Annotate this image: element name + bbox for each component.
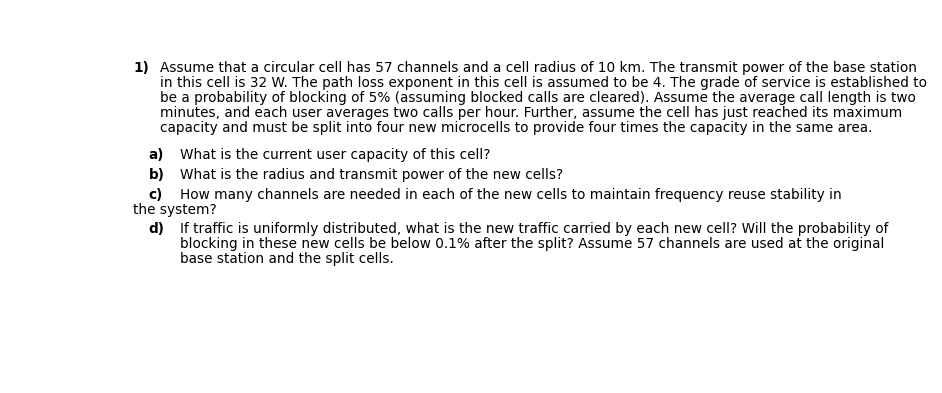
Text: in this cell is 32 W. The path loss exponent in this cell is assumed to be 4. Th: in this cell is 32 W. The path loss expo… [160, 76, 927, 90]
Text: Assume that a circular cell has 57 channels and a cell radius of 10 km. The tran: Assume that a circular cell has 57 chann… [160, 61, 918, 75]
Text: the system?: the system? [133, 203, 217, 217]
Text: If traffic is uniformly distributed, what is the new traffic carried by each new: If traffic is uniformly distributed, wha… [180, 222, 888, 236]
Text: capacity and must be split into four new microcells to provide four times the ca: capacity and must be split into four new… [160, 121, 873, 135]
Text: a): a) [149, 149, 164, 162]
Text: b): b) [149, 168, 165, 182]
Text: d): d) [149, 222, 165, 236]
Text: 1): 1) [133, 61, 149, 75]
Text: c): c) [149, 188, 163, 202]
Text: blocking in these new cells be below 0.1% after the split? Assume 57 channels ar: blocking in these new cells be below 0.1… [180, 237, 885, 252]
Text: How many channels are needed in each of the new cells to maintain frequency reus: How many channels are needed in each of … [180, 188, 841, 202]
Text: What is the radius and transmit power of the new cells?: What is the radius and transmit power of… [180, 168, 563, 182]
Text: be a probability of blocking of 5% (assuming blocked calls are cleared). Assume : be a probability of blocking of 5% (assu… [160, 91, 917, 105]
Text: What is the current user capacity of this cell?: What is the current user capacity of thi… [180, 149, 490, 162]
Text: minutes, and each user averages two calls per hour. Further, assume the cell has: minutes, and each user averages two call… [160, 106, 902, 120]
Text: base station and the split cells.: base station and the split cells. [180, 252, 394, 266]
